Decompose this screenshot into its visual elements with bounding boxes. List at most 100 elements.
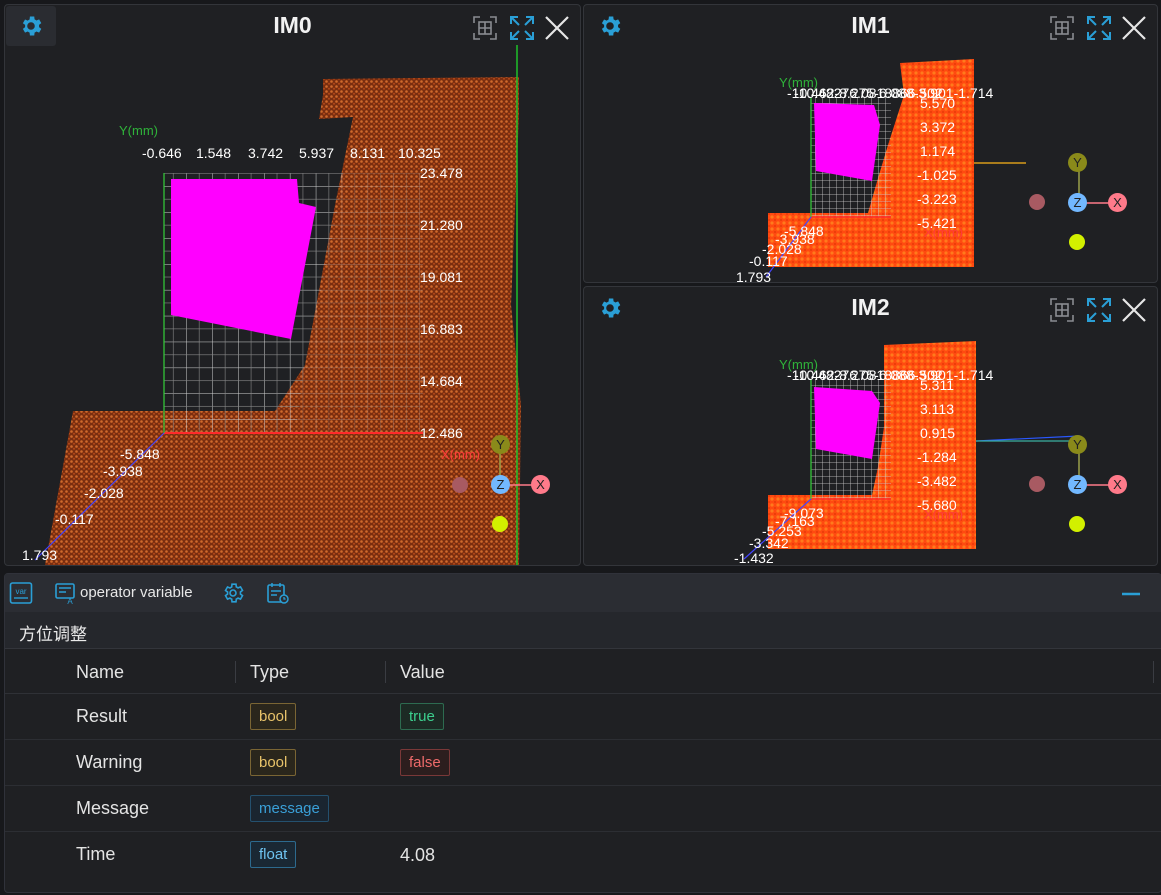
svg-text:var: var	[15, 587, 26, 596]
viewer-im0[interactable]: Y(mm) X(mm) -0.646 1.548 3.742 5.937 8.1…	[4, 4, 581, 566]
minimize-icon[interactable]	[1119, 581, 1143, 605]
gizmo-y[interactable]: Y	[1068, 435, 1087, 454]
value-tag-true: true	[400, 703, 444, 730]
magenta-patch	[171, 179, 316, 339]
row-value: 4.08	[400, 845, 436, 865]
diag-tick: -1.432	[734, 550, 774, 566]
table-row[interactable]: Time float 4.08	[5, 832, 1161, 877]
right-tick: -1.025	[917, 167, 957, 183]
right-tick: 0.915	[920, 425, 956, 441]
point-cloud-view[interactable]	[584, 5, 1157, 282]
gizmo-y[interactable]: Y	[1068, 153, 1087, 172]
gizmo-neg-y[interactable]	[1069, 234, 1085, 250]
row-name: Time	[76, 844, 116, 864]
top-tick: 8.131	[350, 145, 386, 161]
section-header[interactable]: 方位调整	[5, 612, 1161, 649]
column-divider	[1153, 661, 1154, 683]
table-header: Name Type Value	[5, 649, 1161, 694]
operator-variable-label[interactable]: operator variable	[80, 584, 193, 601]
right-tick: 3.113	[920, 401, 954, 417]
settings-button[interactable]	[585, 288, 635, 328]
top-tick: 10.325	[398, 145, 441, 161]
diag-tick: -3.342	[749, 535, 789, 551]
table-row[interactable]: Message message	[5, 786, 1161, 832]
right-tick: -5.680	[917, 497, 957, 513]
y-axis-name: Y(mm)	[119, 123, 158, 138]
gizmo-neg-x[interactable]	[452, 477, 468, 493]
variable-panel: var A operator variable 方位调整 Name Type	[4, 573, 1161, 893]
diag-tick: -5.253	[762, 523, 802, 539]
diag-tick: -7.163	[775, 513, 815, 529]
diag-tick: 1.793	[22, 547, 58, 563]
type-tag: bool	[250, 703, 297, 730]
gear-icon	[22, 16, 42, 36]
y-axis-name: Y(mm)	[779, 357, 818, 372]
expand-icon[interactable]	[1085, 296, 1113, 324]
gizmo-neg-y[interactable]	[1069, 516, 1085, 532]
diag-tick: -3.938	[775, 231, 815, 247]
right-tick: 3.372	[920, 119, 956, 135]
close-icon[interactable]	[543, 14, 571, 42]
x-axis-name: X(mm)	[924, 507, 963, 522]
viewer-title: IM2	[851, 294, 890, 320]
close-icon[interactable]	[1120, 296, 1148, 324]
x-axis-name: X(mm)	[924, 225, 963, 240]
top-tick-overlap: -10.48276.0818866.502	[794, 85, 943, 101]
row-name: Warning	[76, 752, 143, 772]
right-tick: 23.478	[420, 165, 463, 181]
diag-tick: -2.028	[84, 485, 124, 501]
close-icon[interactable]	[1120, 14, 1148, 42]
gizmo-z[interactable]: Z	[1068, 475, 1087, 494]
gizmo-x[interactable]: X	[531, 475, 550, 494]
right-tick: -3.223	[917, 191, 957, 207]
config-gear-icon[interactable]	[221, 581, 245, 605]
gizmo-z[interactable]: Z	[491, 475, 510, 494]
gizmo-neg-y[interactable]	[492, 516, 508, 532]
table-row[interactable]: Warning bool false	[5, 740, 1161, 786]
settings-button[interactable]	[585, 6, 635, 46]
right-tick: -5.421	[917, 215, 957, 231]
diag-tick: -9.073	[784, 505, 824, 521]
gizmo-x[interactable]: X	[1108, 193, 1127, 212]
fit-view-icon[interactable]	[471, 14, 499, 42]
type-tag: float	[250, 841, 297, 868]
fit-view-icon[interactable]	[1048, 296, 1076, 324]
gizmo-z[interactable]: Z	[1068, 193, 1087, 212]
point-cloud-view[interactable]	[5, 5, 580, 565]
section-title: 方位调整	[19, 625, 87, 644]
diag-tick: -5.848	[784, 223, 824, 239]
magenta-patch	[814, 103, 880, 181]
diag-tick: -5.848	[120, 446, 160, 462]
diag-tick: -2.028	[762, 241, 802, 257]
table-row[interactable]: Result bool true	[5, 694, 1161, 740]
gizmo-x[interactable]: X	[1108, 475, 1127, 494]
right-tick: -1.284	[917, 449, 957, 465]
gizmo-neg-x[interactable]	[1029, 194, 1045, 210]
point-cloud-view[interactable]	[584, 287, 1157, 565]
panel-toolbar: var A operator variable	[5, 574, 1161, 612]
gear-icon	[601, 16, 621, 36]
expand-icon[interactable]	[1085, 14, 1113, 42]
gizmo-y[interactable]: Y	[491, 435, 510, 454]
viewer-title: IM1	[851, 12, 890, 38]
top-tick: 3.742	[248, 145, 284, 161]
viewer-im2[interactable]: Y(mm) X(mm) -10.462-8.275-6.088-3.901-1.…	[583, 286, 1158, 566]
top-tick: 5.937	[299, 145, 335, 161]
column-header-name: Name	[76, 662, 125, 682]
y-axis-name: Y(mm)	[779, 75, 818, 90]
settings-button[interactable]	[6, 6, 56, 46]
top-tick: 1.548	[196, 145, 232, 161]
viewer-im1[interactable]: Y(mm) X(mm) -10.462-8.275-6.088-3.901-1.…	[583, 4, 1158, 283]
var-icon[interactable]: var	[9, 581, 33, 605]
expand-icon[interactable]	[508, 14, 536, 42]
schedule-icon[interactable]	[266, 581, 290, 605]
svg-text:A: A	[67, 597, 73, 605]
right-tick: 5.311	[920, 377, 954, 393]
variable-icon[interactable]: A	[54, 581, 78, 605]
right-tick: 12.486	[420, 425, 463, 441]
top-tick-overlap: -10.462-8.275-6.088-3.901-1.714	[787, 85, 994, 101]
gear-icon	[601, 298, 621, 318]
gizmo-neg-x[interactable]	[1029, 476, 1045, 492]
fit-view-icon[interactable]	[1048, 14, 1076, 42]
top-tick-overlap: -10.462-8.275-6.088-3.901-1.714	[787, 367, 994, 383]
